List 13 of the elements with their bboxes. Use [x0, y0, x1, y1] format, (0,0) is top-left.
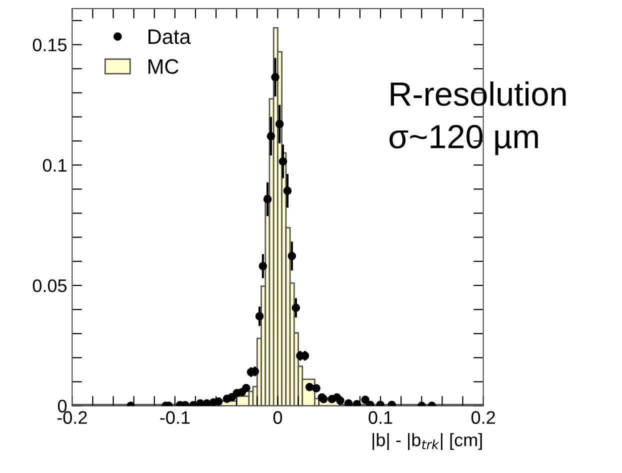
annotation: σ~120 µm — [390, 124, 538, 156]
legend-label: MC — [148, 59, 178, 74]
y-tick-label: 0.15 — [32, 38, 67, 52]
x-tick-label: -0.2 — [57, 411, 87, 424]
x-tick-label: 0.1 — [368, 411, 392, 424]
y-tick-label: 0.1 — [42, 158, 66, 172]
x-tick-label: -0.1 — [160, 411, 190, 424]
x-axis-title: |b| - |b$_{trk}$| [cm] — [372, 433, 482, 450]
y-tick-label: 0 — [58, 400, 67, 413]
x-tick-label: 0 — [273, 411, 282, 424]
x-tick-label: 0.2 — [471, 411, 495, 424]
legend-label: Data — [148, 30, 191, 44]
y-tick-label: 0.05 — [32, 279, 67, 292]
